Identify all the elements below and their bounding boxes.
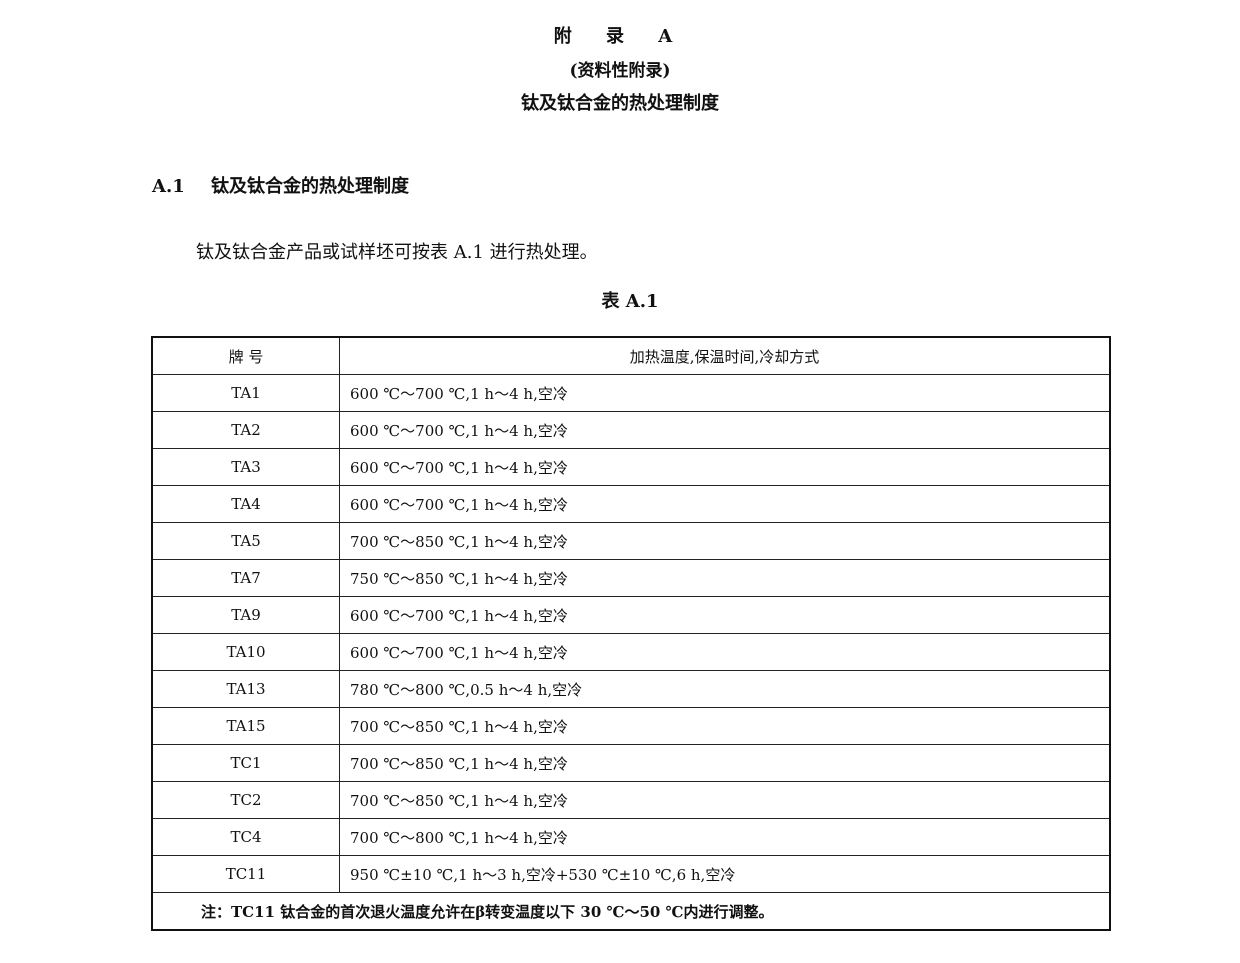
treatment-cell: 700 ℃～850 ℃,1 h～4 h,空冷 [339, 744, 1111, 782]
treatment-cell: 600 ℃～700 ℃,1 h～4 h,空冷 [339, 633, 1111, 671]
section-number: A.1 [152, 176, 185, 197]
table-header-row: 牌 号 加热温度,保温时间,冷却方式 [151, 336, 1111, 375]
body-paragraph: 钛及钛合金产品或试样坯可按表 A.1 进行热处理。 [196, 242, 598, 263]
grade-cell: TC4 [151, 818, 340, 856]
grade-cell: TC1 [151, 744, 340, 782]
table-row: TA5 700 ℃～850 ℃,1 h～4 h,空冷 [151, 522, 1111, 560]
grade-cell: TA4 [151, 485, 340, 523]
treatment-cell: 700 ℃～800 ℃,1 h～4 h,空冷 [339, 818, 1111, 856]
treatment-cell: 600 ℃～700 ℃,1 h～4 h,空冷 [339, 374, 1111, 412]
appendix-title: 钛及钛合金的热处理制度 [521, 93, 719, 114]
treatment-cell: 600 ℃～700 ℃,1 h～4 h,空冷 [339, 448, 1111, 486]
treatment-cell: 600 ℃～700 ℃,1 h～4 h,空冷 [339, 411, 1111, 449]
grade-cell: TC11 [151, 855, 340, 893]
table-row: TA1 600 ℃～700 ℃,1 h～4 h,空冷 [151, 374, 1111, 412]
table-note: 注：TC11 钛合金的首次退火温度允许在β转变温度以下 30 ℃～50 ℃内进行… [151, 892, 1111, 931]
grade-cell: TA3 [151, 448, 340, 486]
appendix-label: 附 录 A [553, 26, 687, 47]
treatment-cell: 700 ℃～850 ℃,1 h～4 h,空冷 [339, 522, 1111, 560]
table-row: TA7 750 ℃～850 ℃,1 h～4 h,空冷 [151, 559, 1111, 597]
treatment-cell: 950 ℃±10 ℃,1 h～3 h,空冷+530 ℃±10 ℃,6 h,空冷 [339, 855, 1111, 893]
header-treatment: 加热温度,保温时间,冷却方式 [339, 336, 1111, 375]
table-row: TA15 700 ℃～850 ℃,1 h～4 h,空冷 [151, 707, 1111, 745]
treatment-cell: 780 ℃～800 ℃,0.5 h～4 h,空冷 [339, 670, 1111, 708]
grade-cell: TC2 [151, 781, 340, 819]
grade-cell: TA13 [151, 670, 340, 708]
grade-cell: TA9 [151, 596, 340, 634]
header-grade: 牌 号 [151, 336, 340, 375]
table-row: TA13 780 ℃～800 ℃,0.5 h～4 h,空冷 [151, 670, 1111, 708]
table-row: TC2 700 ℃～850 ℃,1 h～4 h,空冷 [151, 781, 1111, 819]
table-row: TC4 700 ℃～800 ℃,1 h～4 h,空冷 [151, 818, 1111, 856]
table-row: TA2 600 ℃～700 ℃,1 h～4 h,空冷 [151, 411, 1111, 449]
table-row: TA4 600 ℃～700 ℃,1 h～4 h,空冷 [151, 485, 1111, 523]
heat-treatment-table: 牌 号 加热温度,保温时间,冷却方式 TA1 600 ℃～700 ℃,1 h～4 … [151, 336, 1111, 931]
grade-cell: TA2 [151, 411, 340, 449]
table-row: TC11 950 ℃±10 ℃,1 h～3 h,空冷+530 ℃±10 ℃,6 h… [151, 855, 1111, 893]
table-row: TC1 700 ℃～850 ℃,1 h～4 h,空冷 [151, 744, 1111, 782]
section-title: 钛及钛合金的热处理制度 [211, 176, 410, 197]
treatment-cell: 600 ℃～700 ℃,1 h～4 h,空冷 [339, 596, 1111, 634]
table-caption: 表 A.1 [601, 291, 659, 312]
grade-cell: TA1 [151, 374, 340, 412]
table-row: TA10 600 ℃～700 ℃,1 h～4 h,空冷 [151, 633, 1111, 671]
grade-cell: TA15 [151, 707, 340, 745]
grade-cell: TA5 [151, 522, 340, 560]
table-row: TA9 600 ℃～700 ℃,1 h～4 h,空冷 [151, 596, 1111, 634]
section-heading: A.1 钛及钛合金的热处理制度 [152, 172, 409, 198]
appendix-type: (资料性附录) [569, 61, 671, 81]
grade-cell: TA7 [151, 559, 340, 597]
grade-cell: TA10 [151, 633, 340, 671]
table-note-row: 注：TC11 钛合金的首次退火温度允许在β转变温度以下 30 ℃～50 ℃内进行… [151, 892, 1111, 931]
treatment-cell: 750 ℃～850 ℃,1 h～4 h,空冷 [339, 559, 1111, 597]
treatment-cell: 600 ℃～700 ℃,1 h～4 h,空冷 [339, 485, 1111, 523]
table-row: TA3 600 ℃～700 ℃,1 h～4 h,空冷 [151, 448, 1111, 486]
treatment-cell: 700 ℃～850 ℃,1 h～4 h,空冷 [339, 707, 1111, 745]
treatment-cell: 700 ℃～850 ℃,1 h～4 h,空冷 [339, 781, 1111, 819]
